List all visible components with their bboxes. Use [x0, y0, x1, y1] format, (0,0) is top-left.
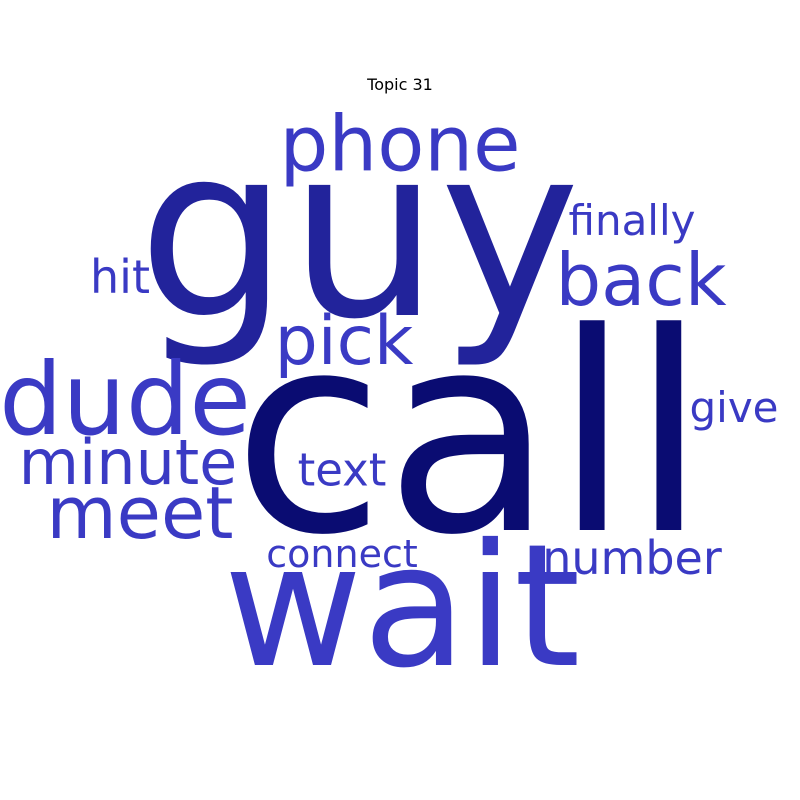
word-connect: connect	[266, 532, 418, 576]
word-number: number	[542, 531, 722, 585]
chart-title: Topic 31	[367, 75, 433, 94]
word-give: give	[689, 383, 779, 432]
word-meet: meet	[46, 471, 234, 555]
word-text: text	[297, 443, 387, 497]
word-wait: wait	[223, 508, 581, 706]
word-hit: hit	[90, 250, 150, 304]
word-phone: phone	[279, 100, 521, 190]
word-minute: minute	[18, 426, 238, 499]
word-back: back	[555, 238, 727, 322]
word-dude: dude	[0, 341, 251, 458]
word-guy: guy	[137, 95, 581, 372]
word-finally: finally	[568, 196, 696, 245]
word-call: call	[232, 275, 708, 596]
word-pick: pick	[274, 302, 414, 381]
